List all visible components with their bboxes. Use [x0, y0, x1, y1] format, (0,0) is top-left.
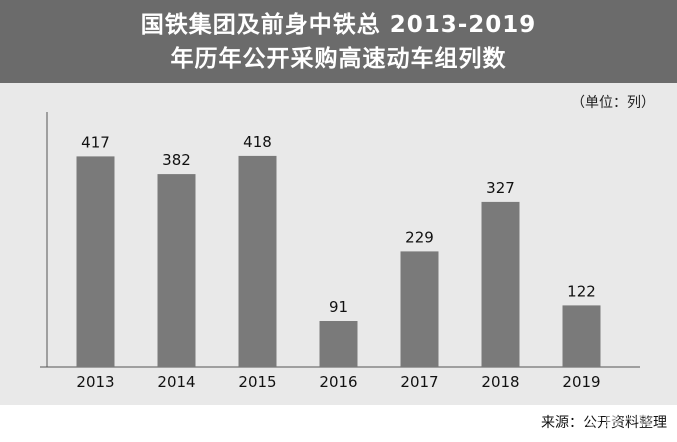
bar-2019: [562, 305, 601, 367]
chart-title-line-1: 国铁集团及前身中铁总 2013-2019: [140, 11, 537, 38]
data-label-2016: 91: [329, 298, 348, 316]
x-tick-label-2016: 2016: [319, 373, 357, 391]
x-tick-label-2014: 2014: [157, 373, 195, 391]
source-note: 来源：公开资料整理: [541, 415, 667, 431]
chart-header: 国铁集团及前身中铁总 2013-2019 年历年公开采购高速动车组列数: [0, 0, 677, 83]
x-tick-label-2017: 2017: [400, 373, 438, 391]
data-label-2014: 382: [162, 151, 191, 169]
bar-2015: [238, 155, 277, 367]
x-tick-label-2019: 2019: [562, 373, 600, 391]
bar-2014: [157, 174, 196, 367]
bar-2016: [319, 321, 358, 367]
data-label-2018: 327: [486, 179, 515, 197]
x-tick-label-2018: 2018: [481, 373, 519, 391]
bar-2013: [76, 156, 115, 367]
axes: 2013 2014 2015 2016 2017 2018 2019: [40, 112, 640, 391]
chart-title-line-2: 年历年公开采购高速动车组列数: [170, 45, 507, 72]
x-tick-label-2013: 2013: [76, 373, 114, 391]
data-label-2017: 229: [405, 228, 434, 246]
data-label-2013: 417: [81, 133, 110, 151]
bar-2017: [400, 251, 439, 367]
x-tick-label-2015: 2015: [238, 373, 276, 391]
data-label-2015: 418: [243, 133, 272, 151]
bar-2018: [481, 201, 520, 367]
bars: 417 382 418 91 229 327 122: [76, 133, 601, 367]
unit-label: （单位：列）: [571, 95, 655, 111]
data-label-2019: 122: [567, 282, 596, 300]
